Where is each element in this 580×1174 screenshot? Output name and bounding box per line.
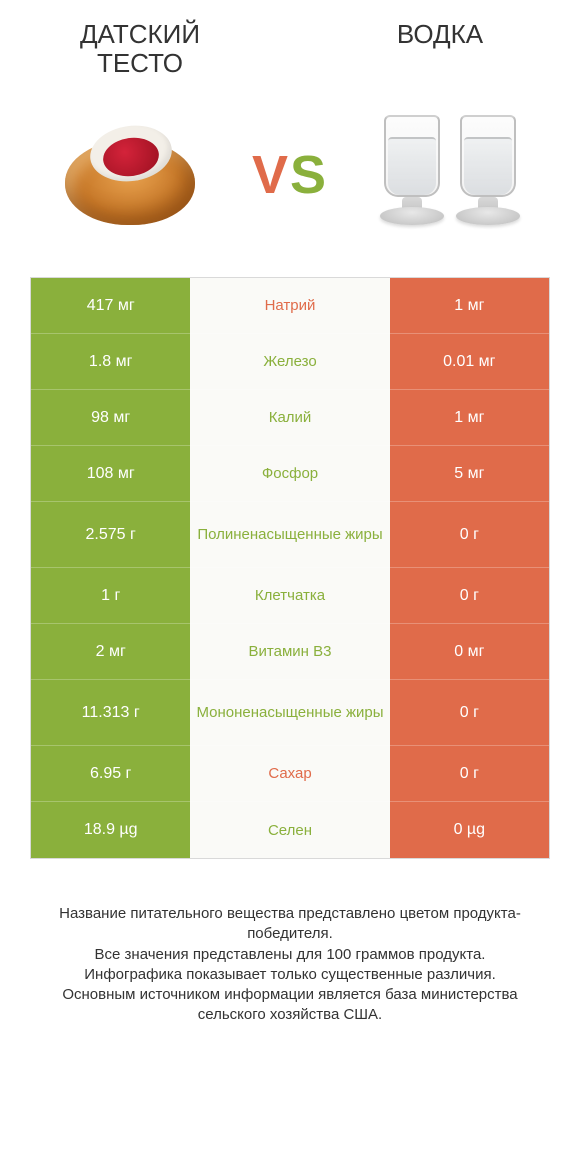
product-image-right (350, 100, 550, 250)
value-left: 108 мг (31, 446, 190, 502)
product-image-left (30, 100, 230, 250)
title-right: ВОДКА (340, 20, 540, 77)
nutrient-label: Фосфор (190, 446, 389, 502)
header: ДАТСКИЙ ТЕСТО ВОДКА (0, 0, 580, 77)
nutrient-label: Витамин B3 (190, 624, 389, 680)
table-row: 417 мгНатрий1 мг (31, 278, 549, 334)
comparison-table: 417 мгНатрий1 мг1.8 мгЖелезо0.01 мг98 мг… (30, 277, 550, 859)
nutrient-label: Мононенасыщенные жиры (190, 680, 389, 746)
value-left: 11.313 г (31, 680, 190, 746)
table-row: 1.8 мгЖелезо0.01 мг (31, 334, 549, 390)
nutrient-label: Железо (190, 334, 389, 390)
footnote-line: Инфографика показывает только существенн… (40, 965, 540, 985)
vs-label: VS (252, 144, 328, 206)
value-right: 0.01 мг (390, 334, 549, 390)
value-left: 1.8 мг (31, 334, 190, 390)
value-left: 98 мг (31, 390, 190, 446)
value-left: 6.95 г (31, 746, 190, 802)
value-right: 1 мг (390, 278, 549, 334)
table-row: 18.9 µgСелен0 µg (31, 802, 549, 858)
value-right: 0 г (390, 746, 549, 802)
nutrient-label: Сахар (190, 746, 389, 802)
value-left: 417 мг (31, 278, 190, 334)
table-row: 108 мгФосфор5 мг (31, 446, 549, 502)
table-row: 6.95 гСахар0 г (31, 746, 549, 802)
nutrient-label: Натрий (190, 278, 389, 334)
value-left: 2.575 г (31, 502, 190, 568)
table-row: 98 мгКалий1 мг (31, 390, 549, 446)
table-row: 11.313 гМононенасыщенные жиры0 г (31, 680, 549, 746)
nutrient-label: Клетчатка (190, 568, 389, 624)
table-row: 1 гКлетчатка0 г (31, 568, 549, 624)
value-right: 5 мг (390, 446, 549, 502)
value-right: 1 мг (390, 390, 549, 446)
value-right: 0 г (390, 680, 549, 746)
table-row: 2.575 гПолиненасыщенные жиры0 г (31, 502, 549, 568)
value-left: 18.9 µg (31, 802, 190, 858)
value-right: 0 µg (390, 802, 549, 858)
nutrient-label: Селен (190, 802, 389, 858)
vs-s: S (290, 145, 328, 205)
value-left: 2 мг (31, 624, 190, 680)
images-row: VS (0, 77, 580, 277)
vodka-glasses-icon (380, 115, 520, 235)
value-right: 0 мг (390, 624, 549, 680)
footnote-line: Все значения представлены для 100 граммо… (40, 945, 540, 965)
table-row: 2 мгВитамин B30 мг (31, 624, 549, 680)
footnote: Название питательного вещества представл… (40, 904, 540, 1026)
footnote-line: Основным источником информации является … (40, 985, 540, 1026)
value-right: 0 г (390, 568, 549, 624)
nutrient-label: Калий (190, 390, 389, 446)
nutrient-label: Полиненасыщенные жиры (190, 502, 389, 568)
footnote-line: Название питательного вещества представл… (40, 904, 540, 945)
value-left: 1 г (31, 568, 190, 624)
vs-v: V (252, 145, 290, 205)
value-right: 0 г (390, 502, 549, 568)
title-left: ДАТСКИЙ ТЕСТО (40, 20, 240, 77)
danish-pastry-icon (55, 120, 205, 230)
